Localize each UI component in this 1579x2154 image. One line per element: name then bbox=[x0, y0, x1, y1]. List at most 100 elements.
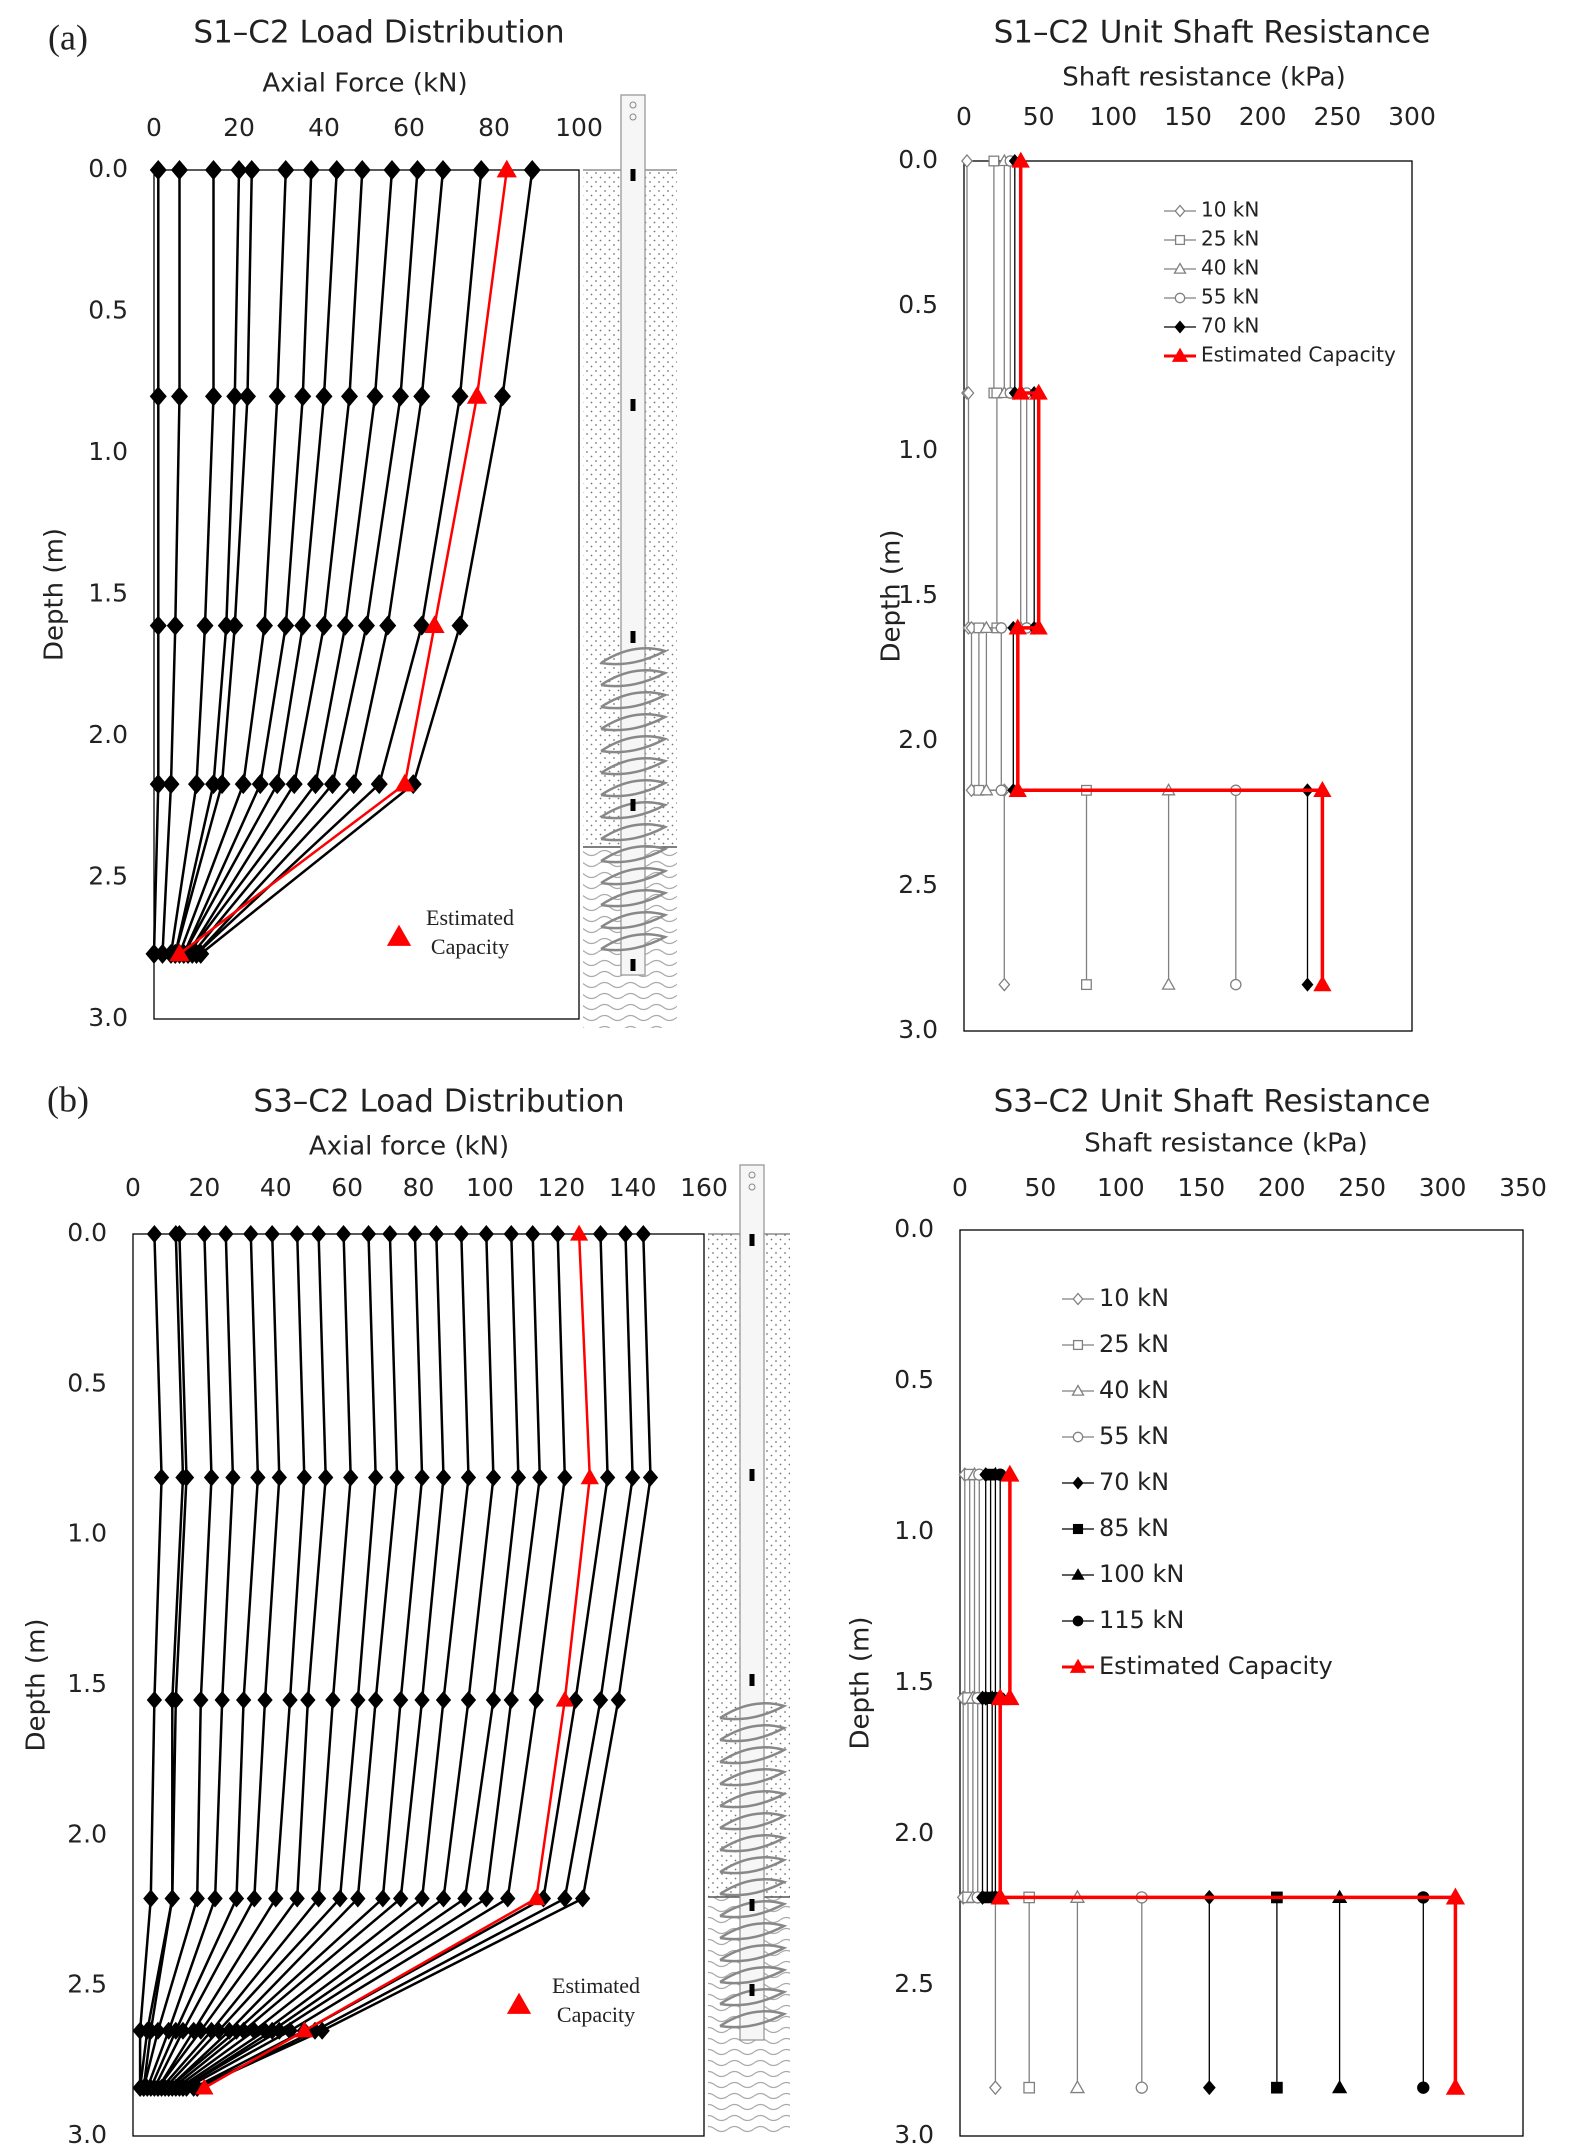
legend-marker bbox=[1071, 1384, 1085, 1396]
marker bbox=[961, 153, 973, 169]
helix bbox=[600, 845, 669, 864]
marker bbox=[170, 159, 189, 181]
legend-marker bbox=[1171, 347, 1189, 362]
x-tick-label: 0 bbox=[952, 1173, 968, 1202]
helix bbox=[600, 823, 669, 842]
strain-gauge bbox=[630, 631, 636, 643]
x-tick-label: 100 bbox=[466, 1173, 514, 1202]
marker bbox=[503, 1224, 519, 1244]
y-tick-label: 0.0 bbox=[67, 1218, 107, 1247]
marker bbox=[268, 386, 286, 407]
marker bbox=[393, 1889, 409, 1908]
marker bbox=[343, 1468, 359, 1487]
marker bbox=[1029, 383, 1048, 400]
y-tick-label: 1.5 bbox=[67, 1669, 107, 1698]
helix bbox=[719, 1900, 788, 1919]
marker bbox=[457, 1889, 473, 1908]
marker bbox=[302, 159, 320, 181]
marker bbox=[389, 1468, 405, 1487]
marker bbox=[295, 2021, 314, 2038]
series-line bbox=[160, 1233, 352, 2089]
marker bbox=[146, 1224, 163, 1244]
marker bbox=[255, 615, 274, 636]
marker bbox=[234, 774, 252, 795]
marker bbox=[345, 774, 363, 795]
series-line bbox=[994, 1474, 1424, 2088]
marker bbox=[1313, 975, 1332, 992]
marker bbox=[306, 774, 325, 795]
helix bbox=[719, 1768, 788, 1787]
marker bbox=[296, 1468, 312, 1487]
y-tick-label: 1.0 bbox=[67, 1519, 107, 1548]
marker bbox=[187, 774, 206, 795]
marker bbox=[1000, 1464, 1020, 1482]
legend-label: 10 kN bbox=[1201, 198, 1259, 222]
marker bbox=[979, 782, 994, 796]
marker bbox=[204, 159, 223, 181]
marker bbox=[592, 1224, 609, 1244]
marker bbox=[193, 1691, 209, 1710]
x-tick-label: 200 bbox=[1239, 102, 1287, 131]
x-tick-label: 250 bbox=[1338, 1173, 1386, 1202]
marker bbox=[213, 774, 231, 795]
helix bbox=[600, 757, 669, 776]
marker bbox=[1008, 618, 1027, 635]
marker bbox=[1069, 2079, 1086, 2094]
panel-label: (a) bbox=[48, 17, 88, 57]
y-axis-label: Depth (m) bbox=[22, 1618, 52, 1751]
marker bbox=[268, 774, 286, 795]
marker bbox=[250, 1468, 266, 1487]
helix bbox=[719, 1834, 788, 1853]
x-tick-label: 40 bbox=[308, 113, 340, 142]
marker bbox=[962, 385, 975, 401]
legend-marker bbox=[1072, 1615, 1084, 1627]
y-tick-label: 2.0 bbox=[88, 720, 128, 749]
chart-title: S3–C2 Unit Shaft Resistance bbox=[994, 1084, 1431, 1120]
y-tick-label: 3.0 bbox=[894, 2120, 934, 2149]
marker bbox=[310, 1224, 327, 1244]
marker bbox=[1271, 2081, 1283, 2094]
marker bbox=[1202, 2080, 1216, 2096]
marker bbox=[485, 1691, 502, 1710]
marker bbox=[214, 1691, 230, 1710]
series-line bbox=[178, 1233, 495, 2089]
marker bbox=[350, 1889, 366, 1908]
pile-hole bbox=[748, 1171, 756, 1179]
x-tick-label: 250 bbox=[1313, 102, 1361, 131]
marker bbox=[170, 386, 189, 407]
y-tick-label: 2.5 bbox=[898, 870, 938, 899]
marker bbox=[226, 615, 244, 636]
marker bbox=[238, 386, 257, 407]
marker bbox=[357, 615, 376, 636]
marker bbox=[294, 386, 312, 407]
marker bbox=[525, 1224, 541, 1244]
strain-gauge bbox=[749, 1469, 755, 1481]
y-tick-label: 1.0 bbox=[88, 437, 128, 466]
legend-label: Estimated Capacity bbox=[552, 1973, 640, 2027]
y-tick-label: 3.0 bbox=[67, 2120, 107, 2149]
marker bbox=[196, 615, 214, 636]
marker bbox=[332, 1889, 348, 1908]
x-tick-label: 60 bbox=[393, 113, 425, 142]
marker bbox=[451, 615, 469, 636]
y-tick-label: 0.5 bbox=[88, 296, 128, 325]
series-line bbox=[138, 1233, 163, 2088]
marker bbox=[153, 1468, 170, 1487]
series-line bbox=[142, 1233, 188, 2089]
legend-marker bbox=[506, 1992, 532, 2014]
helix bbox=[600, 801, 669, 820]
x-tick-label: 100 bbox=[1097, 1173, 1145, 1202]
marker bbox=[569, 1224, 589, 1241]
x-tick-label: 50 bbox=[1023, 102, 1055, 131]
marker bbox=[527, 1889, 546, 1906]
marker bbox=[407, 1224, 423, 1244]
marker bbox=[610, 1691, 627, 1710]
series-line bbox=[149, 1233, 260, 2089]
marker bbox=[178, 1468, 195, 1487]
helix bbox=[600, 911, 669, 930]
marker bbox=[192, 943, 210, 964]
marker bbox=[251, 774, 269, 795]
marker bbox=[434, 159, 452, 181]
helix bbox=[719, 1724, 788, 1743]
